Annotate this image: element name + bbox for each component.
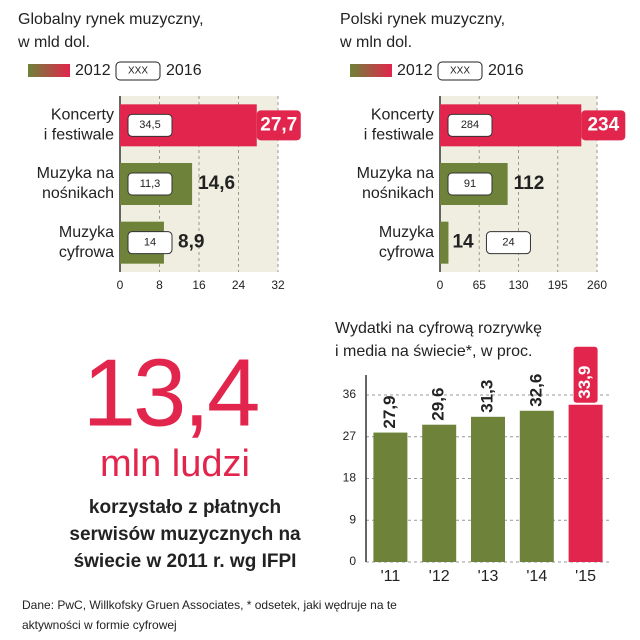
value-label: 31,3 — [477, 380, 496, 413]
legend-box-label: XXX — [450, 66, 470, 77]
x-tick-label: 16 — [192, 278, 206, 292]
value-box — [127, 113, 173, 137]
highlight-text: świecie w 2011 r. wg IFPI — [74, 551, 297, 572]
value-label: 14,6 — [198, 173, 235, 194]
value-label-box — [573, 346, 598, 403]
bar — [422, 424, 457, 562]
bar — [440, 221, 449, 264]
highlight-text: serwisów muzycznych na — [69, 524, 301, 545]
legend-box — [437, 61, 483, 81]
legend-label: 2012 — [75, 62, 111, 79]
value-label: 8,9 — [178, 232, 204, 253]
y-tick-label: 0 — [349, 554, 356, 568]
x-tick-label: 65 — [473, 278, 487, 292]
x-tick-label: 195 — [548, 278, 568, 292]
chart-title: i media na świecie*, w proc. — [335, 343, 532, 360]
highlight-number: 13,4 — [83, 339, 258, 446]
x-tick-label: '15 — [575, 568, 596, 585]
value-box-label: 14 — [144, 237, 156, 249]
highlight-text: korzystało z płatnych — [89, 497, 281, 518]
value-box — [127, 172, 173, 196]
value-label-box — [256, 110, 301, 141]
legend-label: 2016 — [166, 62, 202, 79]
x-tick-label: 0 — [117, 278, 124, 292]
source: aktywności w formie cyfrowej — [22, 618, 177, 632]
value-label: 27,7 — [260, 114, 297, 135]
legend-swatch — [28, 64, 70, 77]
y-tick-label: 18 — [343, 471, 357, 485]
x-tick-label: '12 — [429, 568, 450, 585]
chart-title: Globalny rynek muzyczny, — [18, 11, 204, 28]
value-box-label: 284 — [461, 119, 479, 131]
category-label: i festiwale — [364, 127, 434, 144]
category-label: Muzyka na — [357, 165, 434, 182]
legend-swatch — [350, 64, 392, 77]
x-tick-label: 8 — [156, 278, 163, 292]
chart-title: Wydatki na cyfrową rozrywkę — [335, 320, 542, 337]
x-tick-label: '14 — [526, 568, 547, 585]
category-label: nośnikach — [362, 185, 434, 202]
x-tick-label: 260 — [587, 278, 607, 292]
value-box-label: 91 — [464, 178, 476, 190]
category-label: Muzyka na — [37, 165, 114, 182]
category-label: cyfrowa — [59, 244, 114, 261]
x-tick-label: 0 — [437, 278, 444, 292]
bar — [568, 404, 603, 562]
legend-box-label: XXX — [128, 66, 148, 77]
chart-title: Polski rynek muzyczny, — [340, 11, 505, 28]
y-tick-label: 9 — [349, 512, 356, 526]
value-box-label: 11,3 — [140, 178, 161, 190]
x-tick-label: '11 — [381, 568, 401, 585]
x-tick-label: '13 — [478, 568, 499, 585]
value-box-label: 24 — [502, 237, 514, 249]
y-tick-label: 27 — [343, 429, 357, 443]
y-tick-label: 36 — [343, 387, 357, 401]
bar — [519, 410, 554, 562]
category-label: Muzyka — [59, 224, 114, 241]
category-label: Muzyka — [379, 224, 434, 241]
highlight-unit: mln ludzi — [100, 443, 250, 485]
value-box — [447, 113, 493, 137]
value-label: 27,9 — [380, 395, 399, 428]
value-label: 33,9 — [575, 366, 594, 399]
value-box — [447, 172, 493, 196]
chart-title: w mln dol. — [339, 34, 412, 51]
category-label: i festiwale — [44, 127, 114, 144]
x-tick-label: 32 — [271, 278, 285, 292]
value-box — [485, 231, 531, 255]
x-tick-label: 24 — [232, 278, 246, 292]
category-label: Koncerty — [51, 107, 114, 124]
value-label: 112 — [514, 173, 545, 194]
legend-label: 2016 — [488, 62, 524, 79]
bar — [373, 432, 408, 562]
value-label: 234 — [587, 114, 619, 135]
value-label: 14 — [452, 232, 474, 253]
category-label: cyfrowa — [379, 244, 434, 261]
value-box-label: 34,5 — [139, 119, 160, 131]
legend-label: 2012 — [397, 62, 433, 79]
legend-box — [115, 61, 161, 81]
x-tick-label: 130 — [508, 278, 528, 292]
category-label: nośnikach — [42, 185, 114, 202]
value-label-box — [581, 110, 626, 141]
value-box — [127, 231, 173, 255]
chart-title: w mld dol. — [17, 34, 90, 51]
value-label: 29,6 — [429, 388, 448, 421]
source: Dane: PwC, Willkofsky Gruen Associates, … — [22, 598, 397, 612]
category-label: Koncerty — [371, 107, 434, 124]
value-label: 32,6 — [526, 374, 545, 407]
bar — [471, 416, 505, 562]
